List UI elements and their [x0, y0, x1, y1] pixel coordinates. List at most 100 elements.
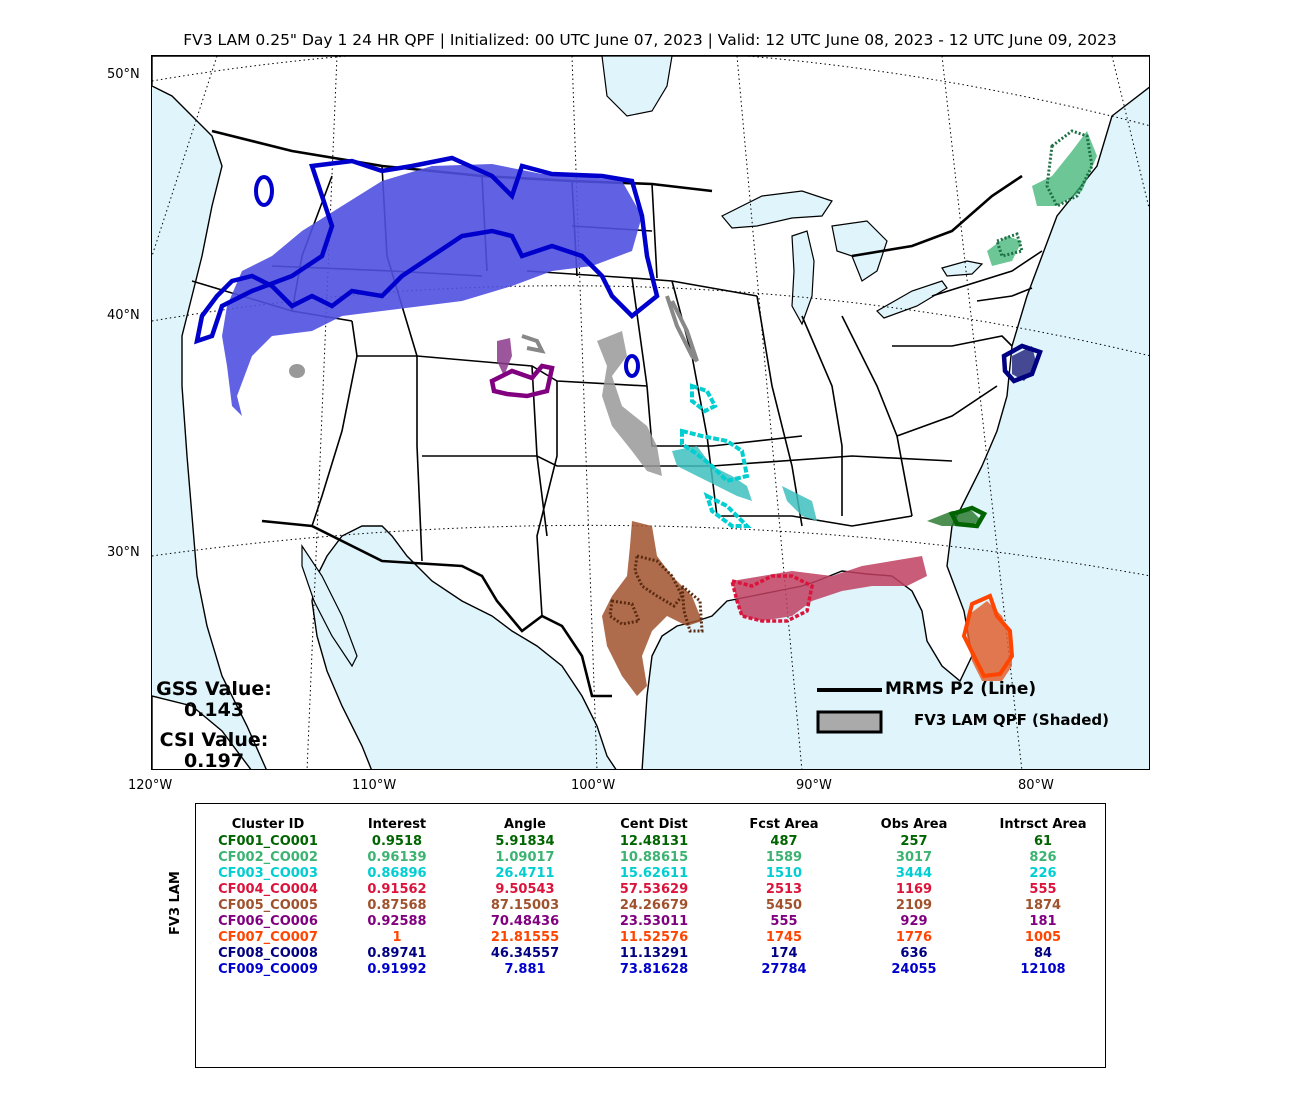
table-row: CF002_CO002 0.96139 1.09017 10.88615 158… [208, 849, 1102, 865]
cell-cent-dist: 11.13291 [619, 945, 689, 961]
table-row: CF007_CO007 1 21.81555 11.52576 1745 177… [208, 929, 1102, 945]
lon-label-100w: 100°W [571, 778, 616, 793]
cell-obs-area: 3017 [895, 849, 933, 865]
gss-score: GSS Value: 0.143 [144, 679, 284, 721]
lon-label-110w: 110°W [352, 778, 397, 793]
table-side-label: FV3 LAM [168, 871, 183, 935]
lon-label-90w: 90°W [796, 778, 832, 793]
cell-angle: 9.50543 [495, 881, 555, 897]
gss-value: 0.143 [183, 699, 245, 721]
cell-fcst-area: 2513 [765, 881, 803, 897]
cf002-observed-outline [995, 129, 1094, 258]
cell-cluster-id: CF001_CO001 [218, 833, 318, 849]
cell-cluster-id: CF008_CO008 [218, 945, 318, 961]
cf009-observed-outline [194, 155, 660, 345]
table-row: CF005_CO005 0.87568 87.15003 24.26679 54… [208, 897, 1102, 913]
legend-shaded-swatch [816, 710, 883, 734]
table-row: CF009_CO009 0.91992 7.881 73.81628 27784… [208, 961, 1102, 977]
cell-interest: 0.89741 [367, 945, 427, 961]
cluster-cf001 [927, 505, 988, 529]
cell-intrsct-area: 1874 [1024, 897, 1062, 913]
cf004-forecast-shade [732, 556, 927, 621]
cell-interest: 0.86896 [367, 865, 427, 881]
cell-obs-area: 24055 [891, 961, 937, 977]
table-row: CF003_CO003 0.86896 26.4711 15.62611 151… [208, 865, 1102, 881]
table-row: CF006_CO006 0.92588 70.48436 23.53011 55… [208, 913, 1102, 929]
cluster-cf004 [729, 556, 927, 623]
cell-interest: 0.87568 [367, 897, 427, 913]
lat-label-50n: 50°N [107, 67, 140, 82]
cf004-observed-outline [729, 574, 814, 623]
lake-michigan [791, 230, 815, 326]
col-header-angle: Angle [504, 816, 546, 832]
cf003-forecast-shade [672, 446, 817, 521]
cell-obs-area: 929 [900, 913, 928, 929]
cluster-stats-table: Cluster ID Interest Angle Cent Dist Fcst… [208, 815, 1102, 977]
cell-cent-dist: 23.53011 [619, 913, 689, 929]
cell-intrsct-area: 84 [1033, 945, 1053, 961]
cell-intrsct-area: 1005 [1024, 929, 1062, 945]
cell-intrsct-area: 61 [1033, 833, 1053, 849]
cell-cent-dist: 15.62611 [619, 865, 689, 881]
cell-intrsct-area: 826 [1029, 849, 1057, 865]
cf007-observed-outline [961, 593, 1015, 679]
cell-fcst-area: 174 [770, 945, 798, 961]
cf009-forecast-shade [222, 164, 642, 416]
cell-intrsct-area: 226 [1029, 865, 1057, 881]
cell-cluster-id: CF003_CO003 [218, 865, 318, 881]
map-svg [152, 56, 1149, 769]
lat-label-30n: 30°N [107, 545, 140, 560]
cell-fcst-area: 1745 [765, 929, 803, 945]
cell-angle: 87.15003 [490, 897, 560, 913]
lake-ontario [941, 260, 984, 277]
cell-cent-dist: 57.53629 [619, 881, 689, 897]
cell-angle: 26.4711 [495, 865, 555, 881]
cf008-observed-outline [1001, 343, 1043, 384]
legend-line-label: MRMS P2 (Line) [885, 679, 1037, 699]
cell-angle: 5.91834 [495, 833, 555, 849]
lake-huron [831, 220, 888, 282]
lon-label-80w: 80°W [1018, 778, 1054, 793]
cell-interest: 0.92588 [367, 913, 427, 929]
stats-table-box [195, 803, 1106, 1068]
cf005-observed-outline [608, 554, 704, 633]
cell-angle: 46.34557 [490, 945, 560, 961]
cf005-forecast-shade [602, 521, 702, 696]
cell-fcst-area: 27784 [761, 961, 807, 977]
col-header-obs-area: Obs Area [880, 816, 948, 832]
cluster-cf009 [194, 155, 660, 416]
cell-intrsct-area: 181 [1029, 913, 1057, 929]
cell-obs-area: 636 [900, 945, 928, 961]
lake-erie [876, 280, 948, 319]
cell-intrsct-area: 555 [1029, 881, 1057, 897]
map-panel [151, 55, 1150, 770]
cell-angle: 7.881 [504, 961, 546, 977]
cell-cluster-id: CF009_CO009 [218, 961, 318, 977]
cell-interest: 0.9518 [371, 833, 423, 849]
table-row: CF004_CO004 0.91562 9.50543 57.53629 251… [208, 881, 1102, 897]
cell-angle: 70.48436 [490, 913, 560, 929]
cell-cluster-id: CF004_CO004 [218, 881, 318, 897]
col-header-fcst-area: Fcst Area [749, 816, 819, 832]
table-header-row: Cluster ID Interest Angle Cent Dist Fcst… [208, 815, 1102, 833]
cell-angle: 1.09017 [495, 849, 555, 865]
cell-angle: 21.81555 [490, 929, 560, 945]
cell-obs-area: 1169 [895, 881, 933, 897]
cell-fcst-area: 555 [770, 913, 798, 929]
cell-fcst-area: 5450 [765, 897, 803, 913]
cluster-cf005 [602, 521, 704, 696]
legend-shaded-label: FV3 LAM QPF (Shaded) [914, 711, 1110, 729]
chart-title: FV3 LAM 0.25" Day 1 24 HR QPF | Initiali… [183, 31, 1117, 49]
lake-superior [721, 190, 833, 229]
cell-cluster-id: CF002_CO002 [218, 849, 318, 865]
cluster-cf007 [961, 593, 1015, 681]
col-header-interest: Interest [367, 816, 427, 832]
cell-interest: 0.91562 [367, 881, 427, 897]
us-mexico-border [261, 519, 612, 698]
csi-value: 0.197 [183, 750, 245, 772]
cell-cluster-id: CF006_CO006 [218, 913, 318, 929]
cluster-cf008 [1001, 343, 1043, 384]
cell-interest: 1 [392, 929, 402, 945]
cf006-forecast-shade [497, 338, 512, 376]
cluster-cf002 [987, 129, 1097, 266]
